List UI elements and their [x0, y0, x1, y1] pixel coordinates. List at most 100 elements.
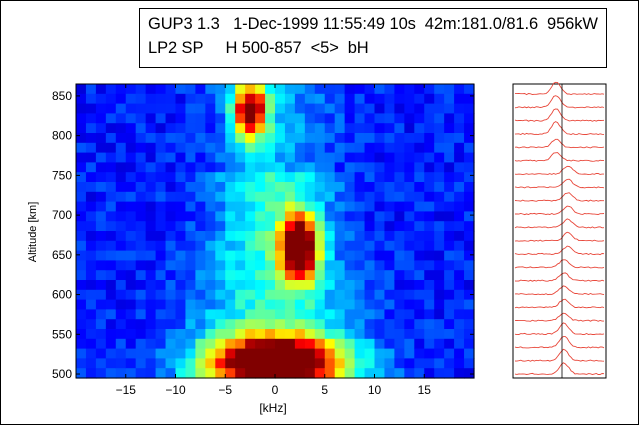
- heatmap-cell: [334, 103, 346, 114]
- heatmap-cell: [284, 231, 296, 242]
- heatmap-cell: [284, 280, 296, 291]
- heatmap-cell: [344, 142, 356, 154]
- heatmap-cell: [125, 260, 137, 271]
- heatmap-cell: [354, 221, 366, 232]
- heatmap-cell: [344, 270, 356, 281]
- heatmap-cell: [115, 329, 127, 340]
- heatmap-cell: [324, 191, 336, 203]
- heatmap-cell: [76, 191, 87, 203]
- heatmap-cell: [384, 260, 395, 271]
- heatmap-cell: [105, 338, 117, 350]
- heatmap-cell: [334, 319, 346, 330]
- heatmap-cell: [145, 358, 157, 369]
- heatmap-cell: [76, 260, 87, 271]
- heatmap-cell: [165, 103, 177, 114]
- heatmap-cell: [284, 329, 296, 340]
- heatmap-cell: [255, 348, 266, 359]
- heatmap-cell: [444, 280, 455, 291]
- heatmap-cell: [265, 309, 276, 320]
- heatmap-cell: [275, 231, 286, 242]
- heatmap-cell: [284, 84, 296, 95]
- heatmap-cell: [334, 84, 346, 95]
- heatmap-cell: [424, 142, 435, 154]
- heatmap-cell: [76, 319, 87, 330]
- heatmap-cell: [155, 309, 167, 320]
- heatmap-cell: [165, 201, 177, 212]
- heatmap-cell: [265, 250, 276, 261]
- heatmap-cell: [275, 152, 286, 163]
- heatmap-cell: [275, 240, 286, 252]
- heatmap-cell: [215, 113, 226, 124]
- heatmap-cell: [195, 191, 206, 203]
- heatmap-cell: [205, 162, 216, 173]
- heatmap-cell: [255, 93, 266, 105]
- heatmap-cell: [404, 191, 415, 203]
- heatmap-cell: [344, 231, 356, 242]
- heatmap-cell: [225, 191, 236, 203]
- heatmap-cell: [85, 358, 97, 369]
- heatmap-cell: [434, 172, 445, 183]
- heatmap-cell: [185, 260, 196, 271]
- heatmap-cell: [205, 93, 216, 105]
- heatmap-cell: [135, 231, 147, 242]
- heatmap-cell: [215, 152, 226, 163]
- heatmap-cell: [76, 211, 87, 222]
- heatmap-cell: [394, 123, 405, 134]
- heatmap-cell: [76, 289, 87, 301]
- heatmap-cell: [464, 319, 475, 330]
- heatmap-cell: [95, 348, 107, 359]
- heatmap-cell: [454, 211, 465, 222]
- heatmap-cell: [175, 309, 187, 320]
- heatmap-cell: [145, 231, 157, 242]
- heatmap-cell: [404, 348, 415, 359]
- heatmap-cell: [165, 319, 177, 330]
- heatmap-cell: [215, 133, 226, 144]
- heatmap-cell: [255, 172, 266, 183]
- heatmap-cell: [424, 84, 435, 95]
- heatmap-cell: [235, 162, 246, 173]
- heatmap-cell: [215, 84, 226, 95]
- heatmap-cell: [145, 280, 157, 291]
- heatmap-cell: [354, 201, 366, 212]
- heatmap-cell: [304, 103, 316, 114]
- heatmap-cell: [464, 289, 475, 301]
- heatmap-cell: [245, 211, 256, 222]
- heatmap-cell: [245, 231, 256, 242]
- heatmap-cell: [374, 309, 386, 320]
- heatmap-cell: [135, 348, 147, 359]
- heatmap-cell: [185, 329, 196, 340]
- heatmap-cell: [464, 103, 475, 114]
- heatmap-cell: [344, 201, 356, 212]
- heatmap-cell: [404, 329, 415, 340]
- heatmap-cell: [304, 93, 316, 105]
- heatmap-cell: [384, 172, 395, 183]
- heatmap-cell: [145, 289, 157, 301]
- heatmap-cell: [464, 221, 475, 232]
- heatmap-cell: [304, 201, 316, 212]
- heatmap-plot: [76, 84, 475, 379]
- heatmap-cell: [304, 289, 316, 301]
- profile-line: [514, 348, 605, 362]
- heatmap-cell: [414, 211, 425, 222]
- heatmap-cell: [444, 123, 455, 134]
- heatmap-cell: [394, 162, 405, 173]
- heatmap-cell: [245, 348, 256, 359]
- heatmap-cell: [334, 152, 346, 163]
- heatmap-cell: [424, 299, 435, 310]
- heatmap-cell: [95, 162, 107, 173]
- heatmap-cell: [265, 211, 276, 222]
- heatmap-cell: [464, 93, 475, 105]
- heatmap-cell: [85, 172, 97, 183]
- heatmap-cell: [135, 358, 147, 369]
- heatmap-cell: [125, 172, 137, 183]
- y-tick-label: 850: [52, 89, 72, 103]
- heatmap-cell: [394, 260, 405, 271]
- heatmap-cell: [155, 250, 167, 261]
- heatmap-cell: [235, 172, 246, 183]
- heatmap-cell: [135, 162, 147, 173]
- heatmap-cell: [255, 182, 266, 193]
- heatmap-cell: [444, 93, 455, 105]
- header-box: GUP3 1.3 1-Dec-1999 11:55:49 10s 42m:181…: [139, 8, 607, 68]
- heatmap-cell: [444, 113, 455, 124]
- profile-line: [514, 298, 605, 309]
